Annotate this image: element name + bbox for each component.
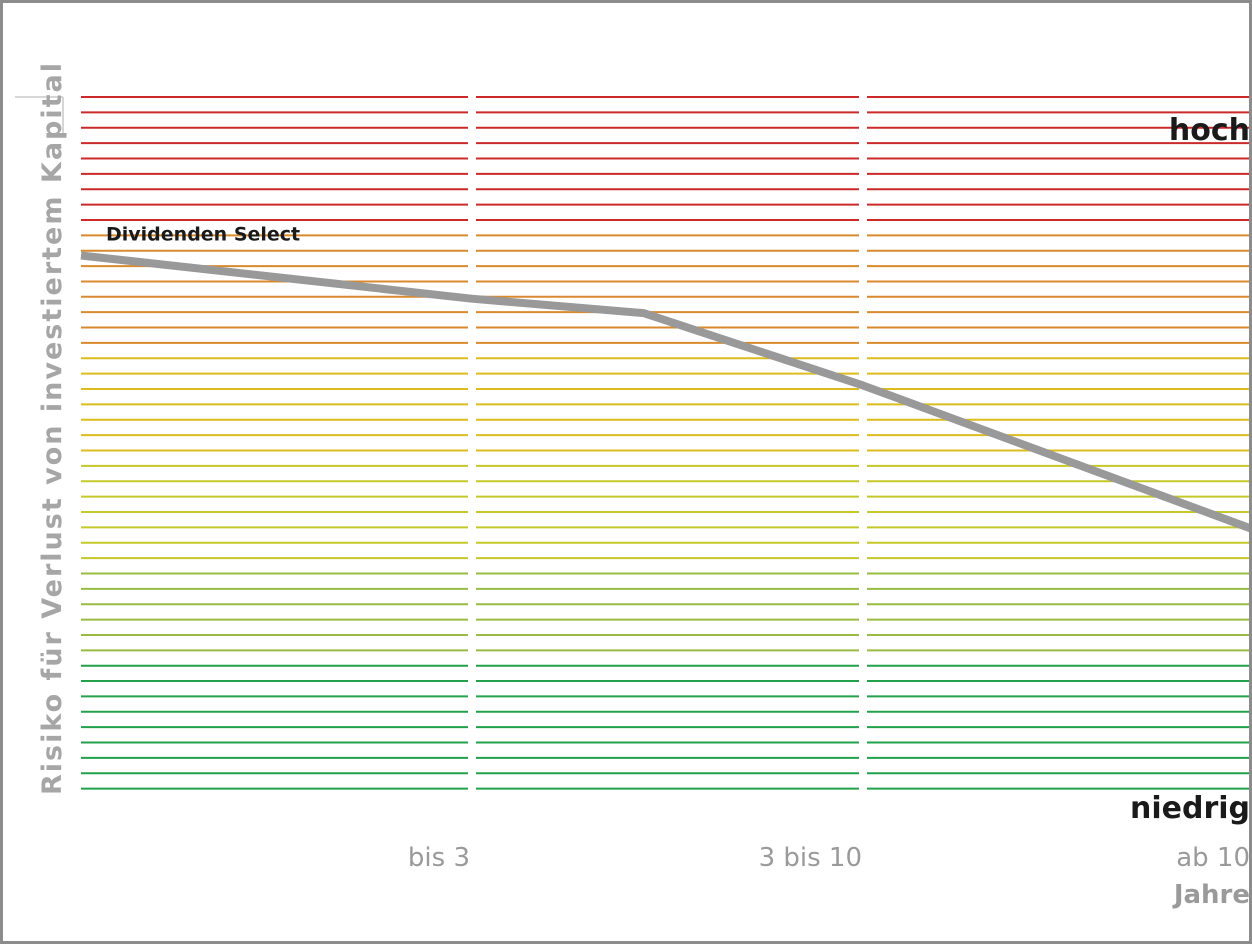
high-risk-label: hoch <box>1169 113 1250 148</box>
series-label: Dividenden Select <box>106 224 300 246</box>
risk-level-lines <box>81 96 1249 790</box>
series-line <box>80 251 1249 533</box>
x-tick-label: bis 3 <box>408 843 470 873</box>
y-axis-label: Risiko für Verlust von investiertem Kapi… <box>37 61 68 795</box>
series-layer: Dividenden Select <box>80 224 1249 533</box>
x-tick-label: 3 bis 10 <box>759 843 862 873</box>
risk-chart: Risiko für Verlust von investiertem Kapi… <box>15 61 1250 910</box>
x-tick-label: ab 10 <box>1176 843 1250 873</box>
x-axis-unit-label: Jahre <box>1172 880 1250 910</box>
low-risk-label: niedrig <box>1130 791 1250 826</box>
